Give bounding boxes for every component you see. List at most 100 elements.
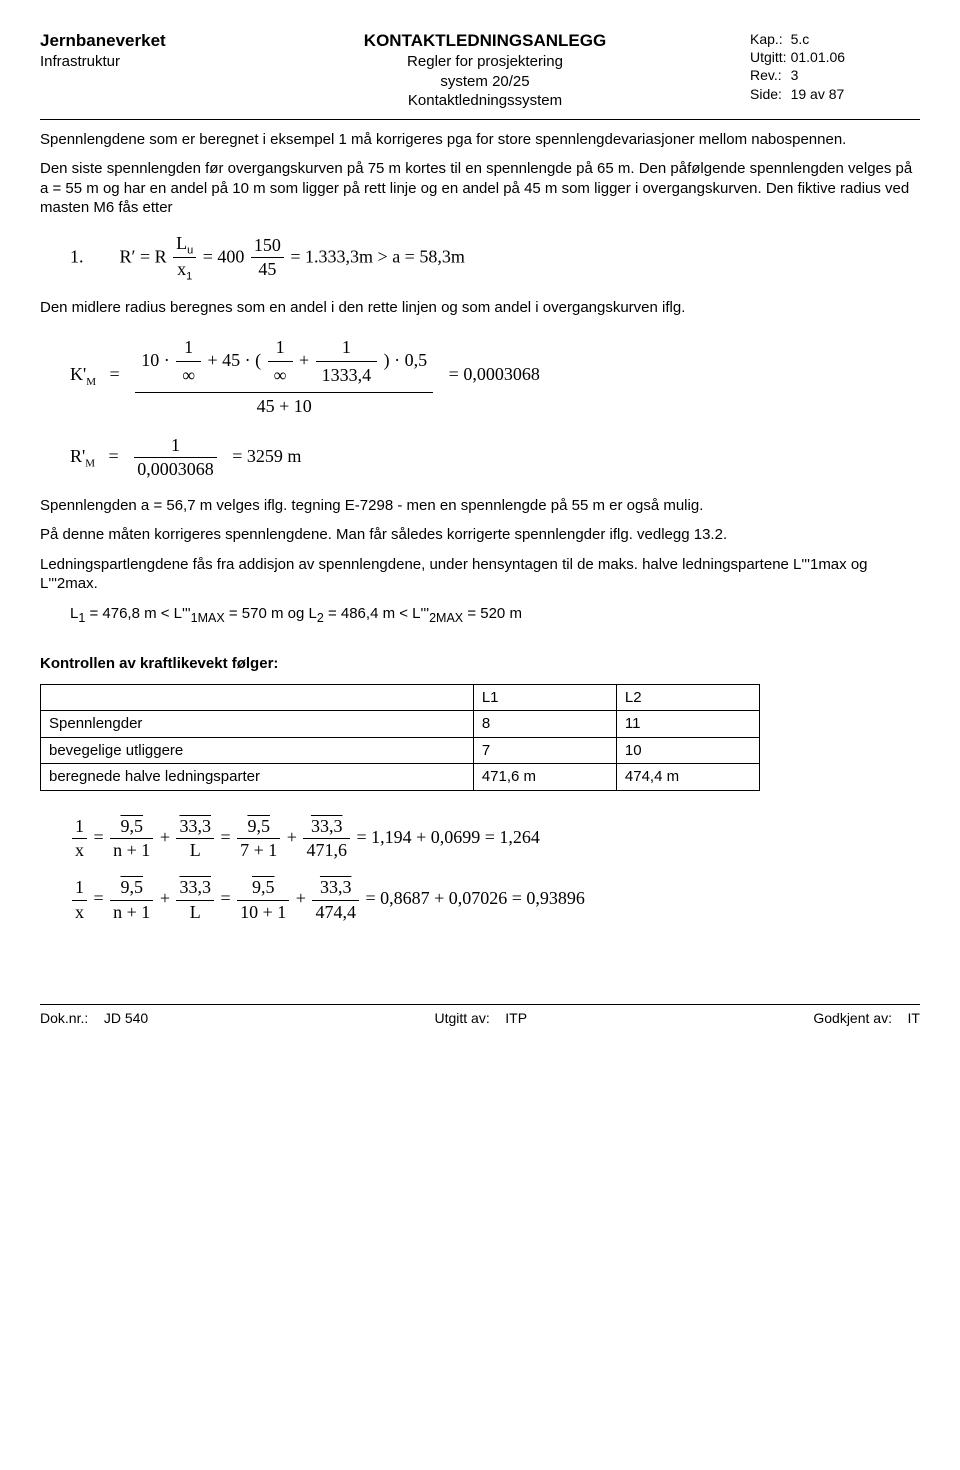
eq2-bigfrac: 10 · 1∞ + 45 · ( 1∞ + 11333,4 ) · 0,5 45… bbox=[135, 332, 433, 420]
e5-f1n: 1 bbox=[72, 876, 87, 900]
eq2-ff-d: 1333,4 bbox=[316, 362, 378, 389]
para-7: L1 = 476,8 m < L'''1MAX = 570 m og L2 = … bbox=[70, 604, 920, 626]
e5-f5d: 474,4 bbox=[312, 901, 359, 924]
header-divider bbox=[40, 119, 920, 120]
eq2-fb: 1∞ bbox=[176, 334, 201, 390]
futgitt-label: Utgitt av: bbox=[434, 1010, 489, 1026]
eq1-f2-den: 45 bbox=[251, 258, 284, 281]
table-header-row: L1 L2 bbox=[41, 684, 760, 711]
p7-a: = 476,8 m < L''' bbox=[85, 605, 190, 622]
header-meta-table: Kap.:5.c Utgitt:01.01.06 Rev.:3 Side:19 … bbox=[750, 30, 849, 103]
godkjent-label: Godkjent av: bbox=[813, 1010, 892, 1026]
eq3-frac: 1 0,0003068 bbox=[134, 434, 217, 482]
e5-f3n: 33,3 bbox=[179, 877, 211, 897]
doc-sub2: system 20/25 bbox=[220, 72, 750, 92]
e5-tail: = 0,8687 + 0,07026 = 0,93896 bbox=[365, 888, 584, 908]
footer-godkjent: Godkjent av: IT bbox=[813, 1009, 920, 1027]
r3-l1: 471,6 m bbox=[473, 764, 616, 791]
header-center: KONTAKTLEDNINGSANLEGG Regler for prosjek… bbox=[220, 30, 750, 111]
eq1-frac1: Lu x1 bbox=[173, 232, 196, 285]
eq2-eq: = bbox=[110, 364, 120, 384]
org-name: Jernbaneverket bbox=[40, 30, 220, 52]
doknr-val: JD 540 bbox=[104, 1010, 148, 1026]
e4-f1d: x bbox=[72, 839, 87, 862]
th-l2: L2 bbox=[616, 684, 759, 711]
eq2-result: = 0,0003068 bbox=[449, 364, 540, 384]
r1-l1: 8 bbox=[473, 711, 616, 738]
r1-l2: 11 bbox=[616, 711, 759, 738]
page-header: Jernbaneverket Infrastruktur KONTAKTLEDN… bbox=[40, 30, 920, 111]
e5-f2d: n + 1 bbox=[110, 901, 153, 924]
e4-f5n: 33,3 bbox=[311, 816, 343, 836]
eq3-fn: 1 bbox=[134, 434, 217, 458]
equation-5: 1x = 9,5n + 1 + 33,3L = 9,510 + 1 + 33,3… bbox=[70, 876, 920, 924]
e4-eq2: = bbox=[220, 827, 230, 847]
th-blank bbox=[41, 684, 474, 711]
e4-f3d: L bbox=[176, 839, 214, 862]
eq2-nc: + 45 · ( bbox=[208, 350, 262, 370]
p7-b: = 570 m og L bbox=[225, 605, 317, 622]
e4-f1n: 1 bbox=[72, 815, 87, 839]
godkjent-val: IT bbox=[908, 1010, 920, 1026]
eq1-mid: = 400 bbox=[203, 246, 245, 266]
equation-3: R'M = 1 0,0003068 = 3259 m bbox=[70, 434, 920, 482]
footer-doknr: Dok.nr.: JD 540 bbox=[40, 1009, 148, 1027]
eq2-fd-d: ∞ bbox=[268, 362, 293, 389]
para-5: På denne måten korrigeres spennlengdene.… bbox=[40, 525, 920, 545]
eq1-f1-num: L bbox=[176, 233, 187, 253]
p7-2max: 2MAX bbox=[429, 611, 463, 625]
rev-label: Rev.: bbox=[750, 66, 791, 84]
eq3-tail: = 3259 m bbox=[232, 446, 301, 466]
e5-f2n: 9,5 bbox=[120, 877, 143, 897]
utgitt-val: 01.01.06 bbox=[791, 48, 850, 66]
e4-f3n: 33,3 bbox=[179, 816, 211, 836]
utgitt-label: Utgitt: bbox=[750, 48, 791, 66]
e4-eq1: = bbox=[94, 827, 104, 847]
eq2-ff: 11333,4 bbox=[316, 334, 378, 390]
r3-label: beregnede halve ledningsparter bbox=[41, 764, 474, 791]
e5-f1d: x bbox=[72, 901, 87, 924]
side-val: 19 av 87 bbox=[791, 85, 850, 103]
para-1: Spennlengdene som er beregnet i eksempel… bbox=[40, 130, 920, 150]
header-left: Jernbaneverket Infrastruktur bbox=[40, 30, 220, 111]
e5-f5n: 33,3 bbox=[320, 877, 352, 897]
eq1-frac2: 150 45 bbox=[251, 234, 284, 282]
eq1-f1-den: x bbox=[177, 259, 186, 279]
e4-f4d: 7 + 1 bbox=[237, 839, 280, 862]
kraftlikevekt-table: L1 L2 Spennlengder 8 11 bevegelige utlig… bbox=[40, 684, 760, 791]
eq3-fd: 0,0003068 bbox=[134, 458, 217, 481]
para-3: Den midlere radius beregnes som en andel… bbox=[40, 298, 920, 318]
rev-val: 3 bbox=[791, 66, 850, 84]
e5-eq1: = bbox=[94, 888, 104, 908]
table-row: beregnede halve ledningsparter 471,6 m 4… bbox=[41, 764, 760, 791]
eq2-ne: + bbox=[299, 350, 309, 370]
eq2-fb-n: 1 bbox=[176, 334, 201, 362]
e4-p2: + bbox=[287, 827, 297, 847]
dept-name: Infrastruktur bbox=[40, 52, 220, 72]
th-l1: L1 bbox=[473, 684, 616, 711]
table-row: bevegelige utliggere 7 10 bbox=[41, 737, 760, 764]
para-4: Spennlengden a = 56,7 m velges iflg. teg… bbox=[40, 496, 920, 516]
e5-f4d: 10 + 1 bbox=[237, 901, 289, 924]
r2-l1: 7 bbox=[473, 737, 616, 764]
r1-label: Spennlengder bbox=[41, 711, 474, 738]
r2-l2: 10 bbox=[616, 737, 759, 764]
e5-f3d: L bbox=[176, 901, 214, 924]
doc-sub3: Kontaktledningssystem bbox=[220, 91, 750, 111]
futgitt-val: ITP bbox=[505, 1010, 527, 1026]
eq3-eq: = bbox=[109, 446, 119, 466]
p7-2: 2 bbox=[317, 611, 324, 625]
e4-f5d: 471,6 bbox=[303, 839, 350, 862]
r3-l2: 474,4 m bbox=[616, 764, 759, 791]
footer-utgitt: Utgitt av: ITP bbox=[434, 1009, 527, 1027]
doc-sub1: Regler for prosjektering bbox=[220, 52, 750, 72]
eq2-km: K' bbox=[70, 364, 86, 384]
table-row: Spennlengder 8 11 bbox=[41, 711, 760, 738]
para-6: Ledningspartlengdene fås fra addisjon av… bbox=[40, 555, 920, 594]
header-right: Kap.:5.c Utgitt:01.01.06 Rev.:3 Side:19 … bbox=[750, 30, 920, 111]
e5-f4n: 9,5 bbox=[252, 877, 275, 897]
eq1-f1-den-sub: 1 bbox=[186, 271, 192, 283]
eq1-tail: = 1.333,3m > a = 58,3m bbox=[290, 246, 464, 266]
p7-d: = 520 m bbox=[463, 605, 522, 622]
p7-1max: 1MAX bbox=[191, 611, 225, 625]
